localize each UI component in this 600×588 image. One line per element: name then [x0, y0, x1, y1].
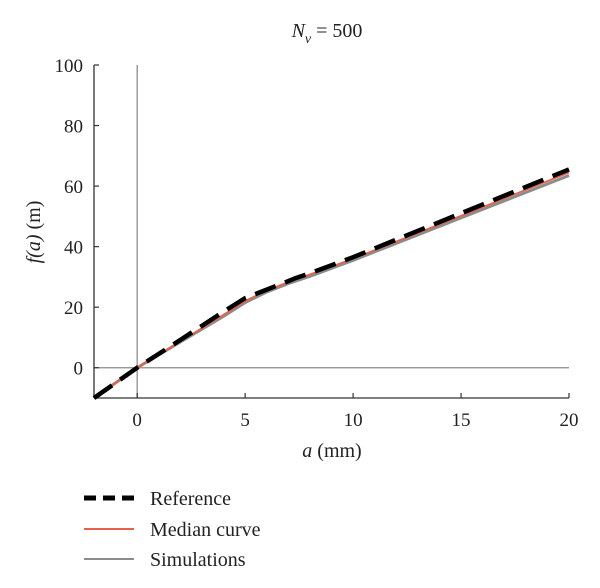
x-tick-label: 0: [132, 410, 142, 431]
legend-label-reference: Reference: [150, 488, 231, 510]
title-subscript: v: [305, 32, 312, 47]
x-axis-variable: a: [302, 440, 312, 462]
y-axis-function: f: [23, 255, 45, 263]
x-tick-label: 20: [560, 410, 579, 431]
x-tick-label: 10: [344, 410, 363, 431]
legend-label-simulations: Simulations: [150, 549, 246, 571]
title-value: = 500: [311, 20, 362, 42]
y-tick-label: 60: [64, 177, 83, 198]
legend: Reference Median curve Simulations: [84, 488, 261, 571]
y-axis-unit: (m): [23, 201, 45, 235]
x-tick-labels: 0 5 10 15 20: [132, 410, 578, 431]
series-line-median-curve: [93, 171, 570, 399]
y-tick-label: 100: [55, 56, 84, 77]
legend-label-median: Median curve: [150, 519, 261, 541]
y-tick-label: 0: [74, 359, 84, 380]
x-axis-title: a (mm): [302, 440, 361, 462]
axes: [93, 64, 570, 399]
y-axis-variable: (a): [23, 234, 45, 258]
y-tick-labels: 0 20 40 60 80 100: [55, 56, 84, 380]
y-tick-label: 20: [64, 298, 83, 319]
series-line-simulations: [93, 174, 570, 400]
x-tick-label: 5: [240, 410, 250, 431]
title-variable: N: [291, 20, 307, 42]
plot-area: [92, 167, 570, 400]
y-tick-label: 40: [64, 238, 83, 259]
x-tick-label: 15: [452, 410, 471, 431]
x-axis-unit: (mm): [312, 440, 361, 462]
y-axis-title: f(a) (m): [23, 201, 45, 264]
chart-title: Nv = 500: [291, 20, 363, 47]
y-tick-label: 80: [64, 117, 83, 138]
